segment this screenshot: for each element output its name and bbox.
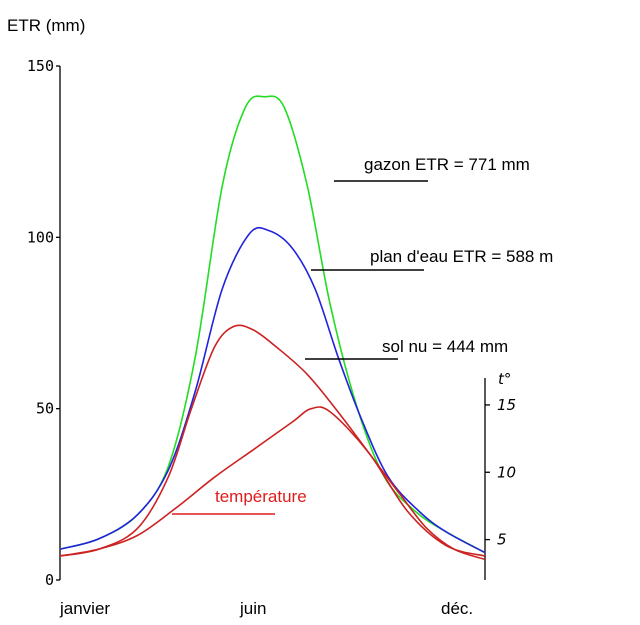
y2-tick-label-15: 15 [497, 396, 516, 414]
y-tick-label-150: 150 [27, 57, 54, 75]
series-line-plan-d-eau [59, 226, 486, 554]
axes: 0 50 100 150 5 10 15 [27, 57, 516, 589]
y-tick-label-0: 0 [45, 571, 54, 589]
y-tick-label-100: 100 [27, 228, 54, 246]
annotation-sol-nu: sol nu = 444 mm [382, 337, 508, 356]
series-lines [59, 95, 486, 561]
annotation-plan-d-eau: plan d'eau ETR = 588 m [370, 247, 553, 266]
y-axis-label: ETR (mm) [7, 16, 85, 35]
annotation-temperature: température [215, 487, 307, 506]
x-tick-label-juin: juin [239, 599, 266, 618]
x-tick-label-dec: déc. [441, 599, 473, 618]
y2-tick-label-10: 10 [497, 463, 516, 481]
y2-axis-label: t° [498, 370, 511, 388]
y-tick-label-50: 50 [36, 400, 54, 418]
series-line-temperature [59, 406, 486, 557]
x-tick-label-janvier: janvier [59, 599, 110, 618]
series-line-sol-nu [59, 324, 486, 561]
annotation-gazon: gazon ETR = 771 mm [364, 155, 530, 174]
y2-tick-label-5: 5 [497, 531, 507, 549]
